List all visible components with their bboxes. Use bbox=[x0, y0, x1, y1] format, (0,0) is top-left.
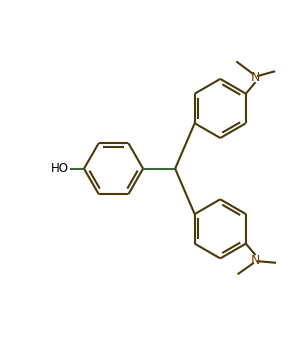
Text: HO: HO bbox=[51, 162, 69, 175]
Text: N: N bbox=[251, 253, 260, 266]
Text: N: N bbox=[251, 71, 260, 84]
